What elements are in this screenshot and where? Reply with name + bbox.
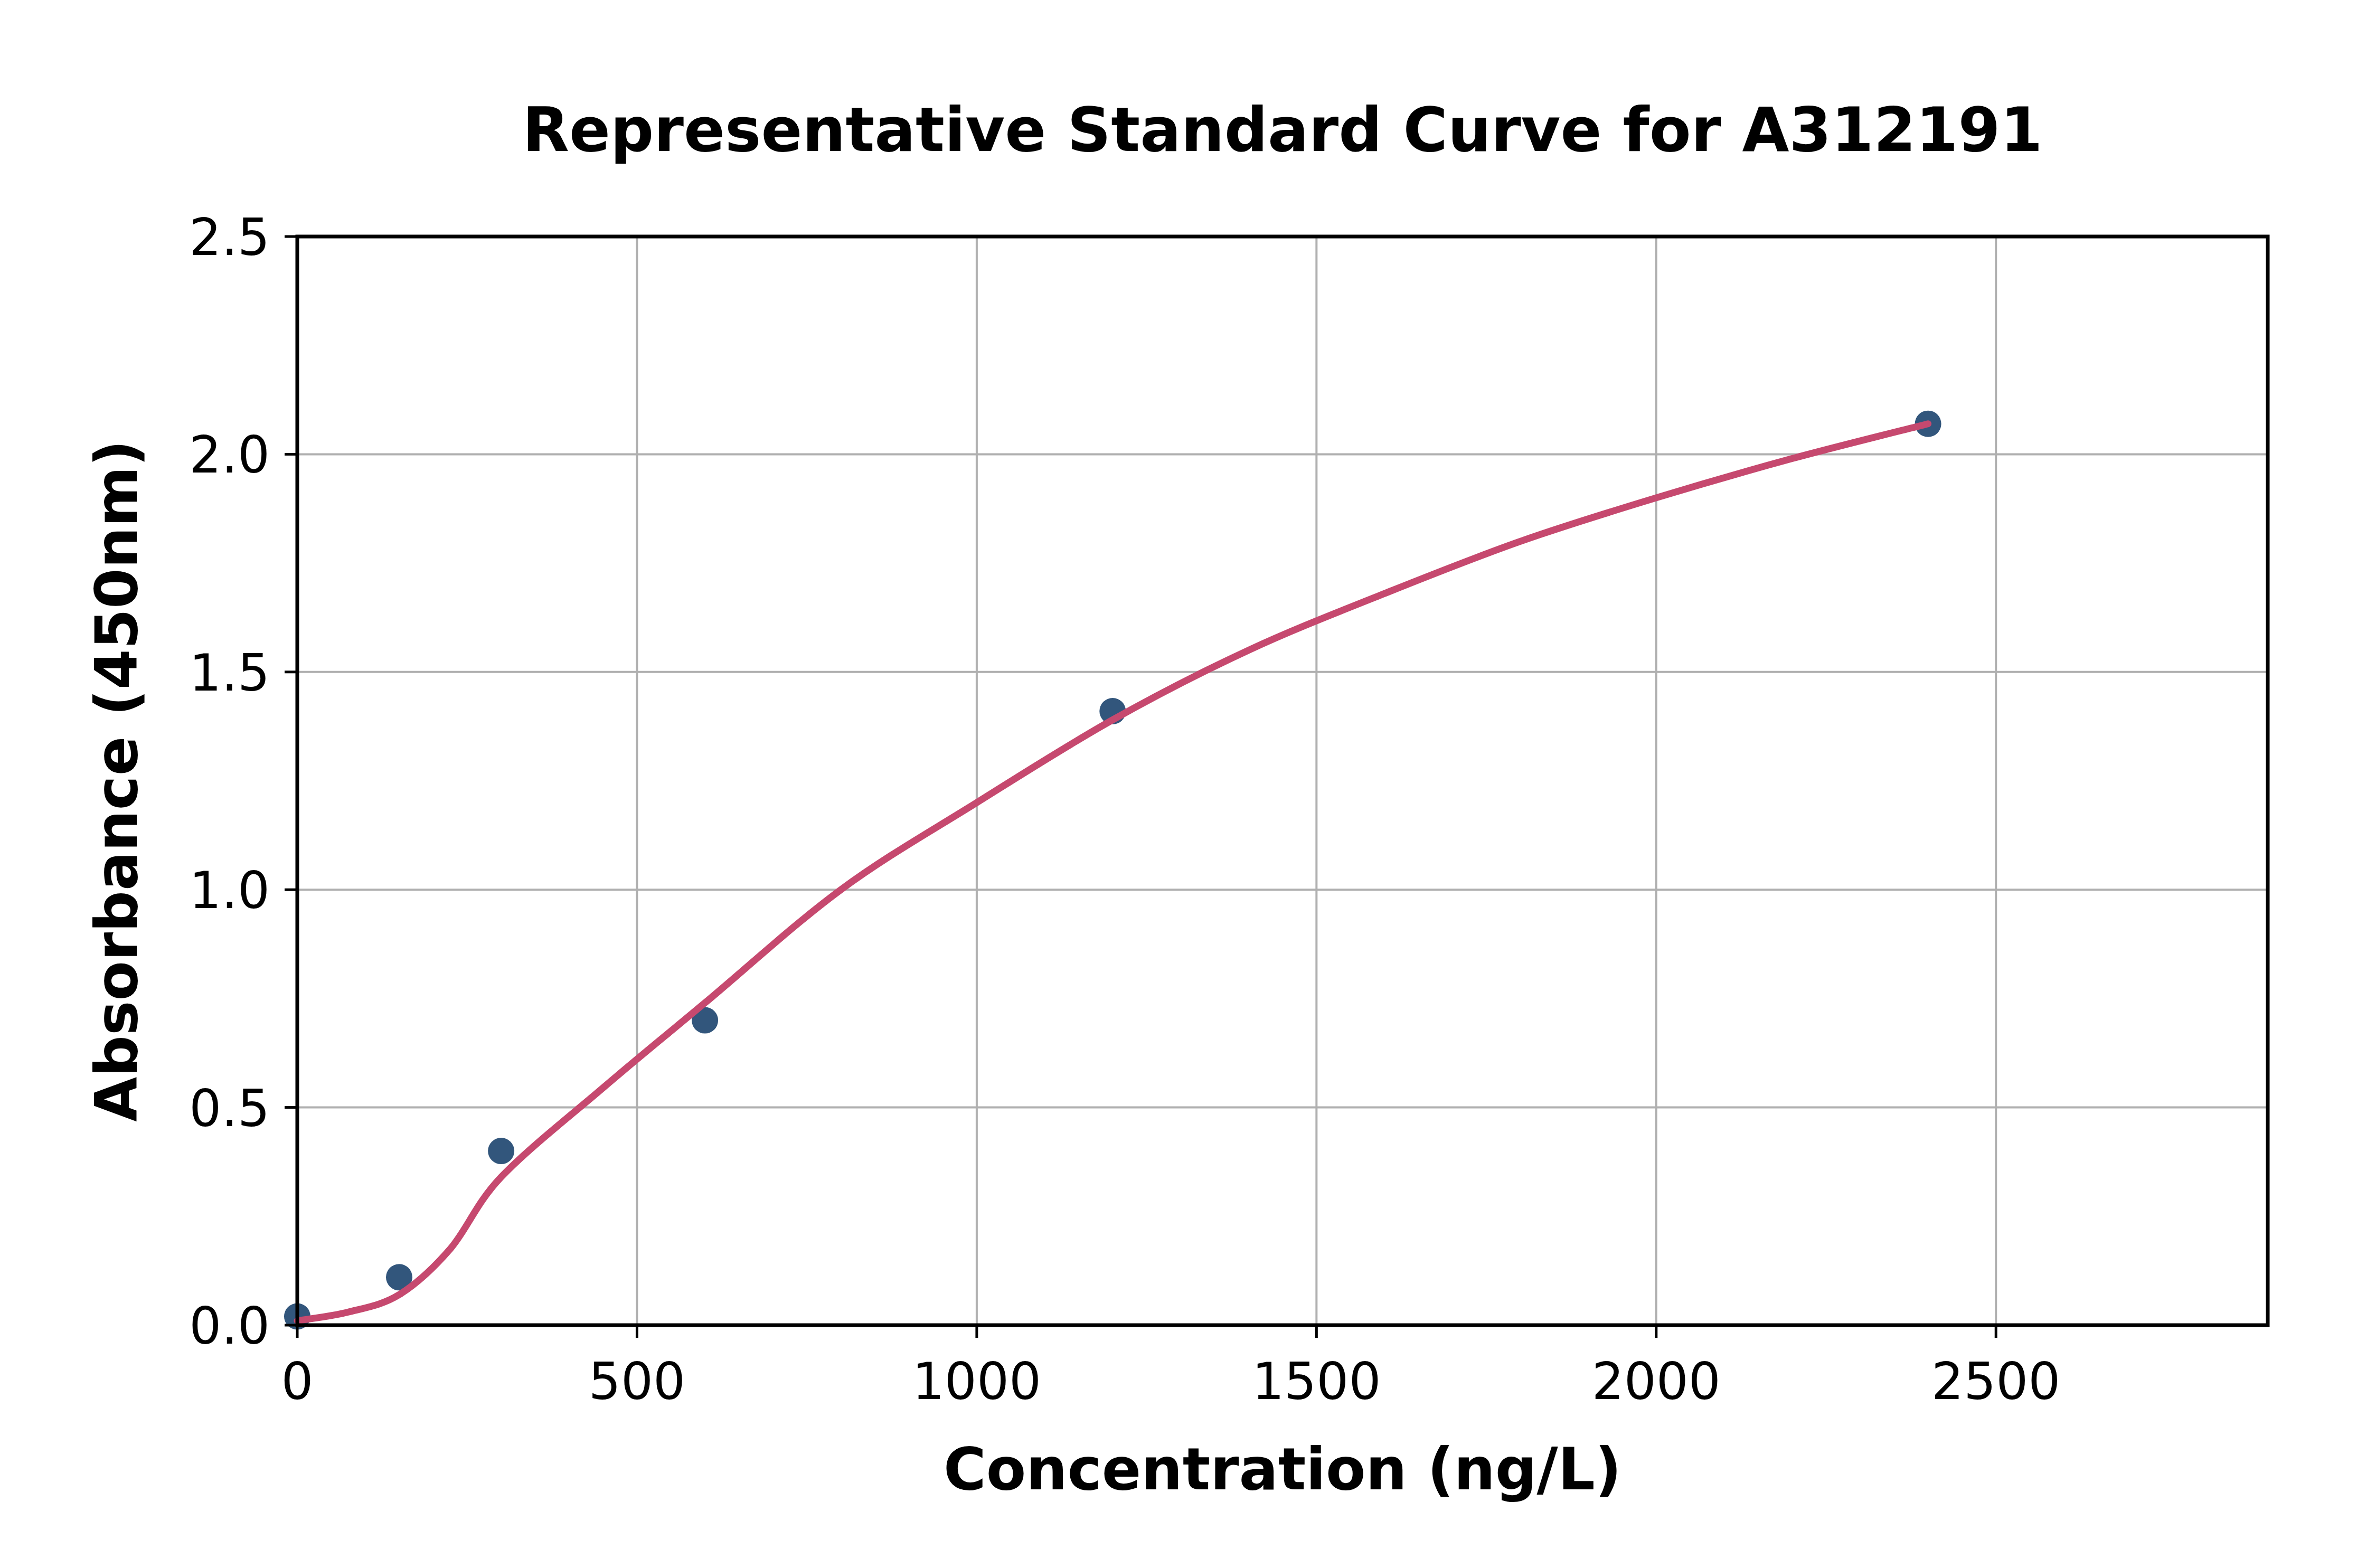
- plot-border: [297, 237, 2268, 1325]
- plot-area: 0 500 1000 1500 2000 2500 0.0 0.5 1.0 1.5 2.0 2.5: [0, 0, 2376, 1568]
- x-tick-label: 1500: [1252, 1352, 1381, 1411]
- y-tick-label: 1.0: [189, 861, 270, 920]
- fit-curve: [297, 424, 1928, 1321]
- chart-title: Representative Standard Curve for A31219…: [297, 98, 2268, 162]
- y-tick-label: 2.5: [189, 208, 270, 267]
- x-tick-label: 2000: [1592, 1352, 1721, 1411]
- data-point: [488, 1138, 514, 1164]
- y-tick-label: 0.0: [189, 1297, 270, 1356]
- x-tick-label: 1000: [912, 1352, 1041, 1411]
- x-axis-label: Concentration (ng/L): [297, 1439, 2268, 1500]
- x-tick-label: 2500: [1931, 1352, 2060, 1411]
- y-tick-label: 1.5: [189, 644, 270, 703]
- y-tick-label: 2.0: [189, 426, 270, 485]
- y-axis-label: Absorbance (450nm): [87, 440, 148, 1122]
- y-tick-label: 0.5: [189, 1079, 270, 1138]
- x-tick-label: 500: [589, 1352, 685, 1411]
- standard-curve-figure: 0 500 1000 1500 2000 2500 0.0 0.5 1.0 1.5 2.0 2.5 R…: [0, 0, 2376, 1568]
- x-tick-label: 0: [281, 1352, 313, 1411]
